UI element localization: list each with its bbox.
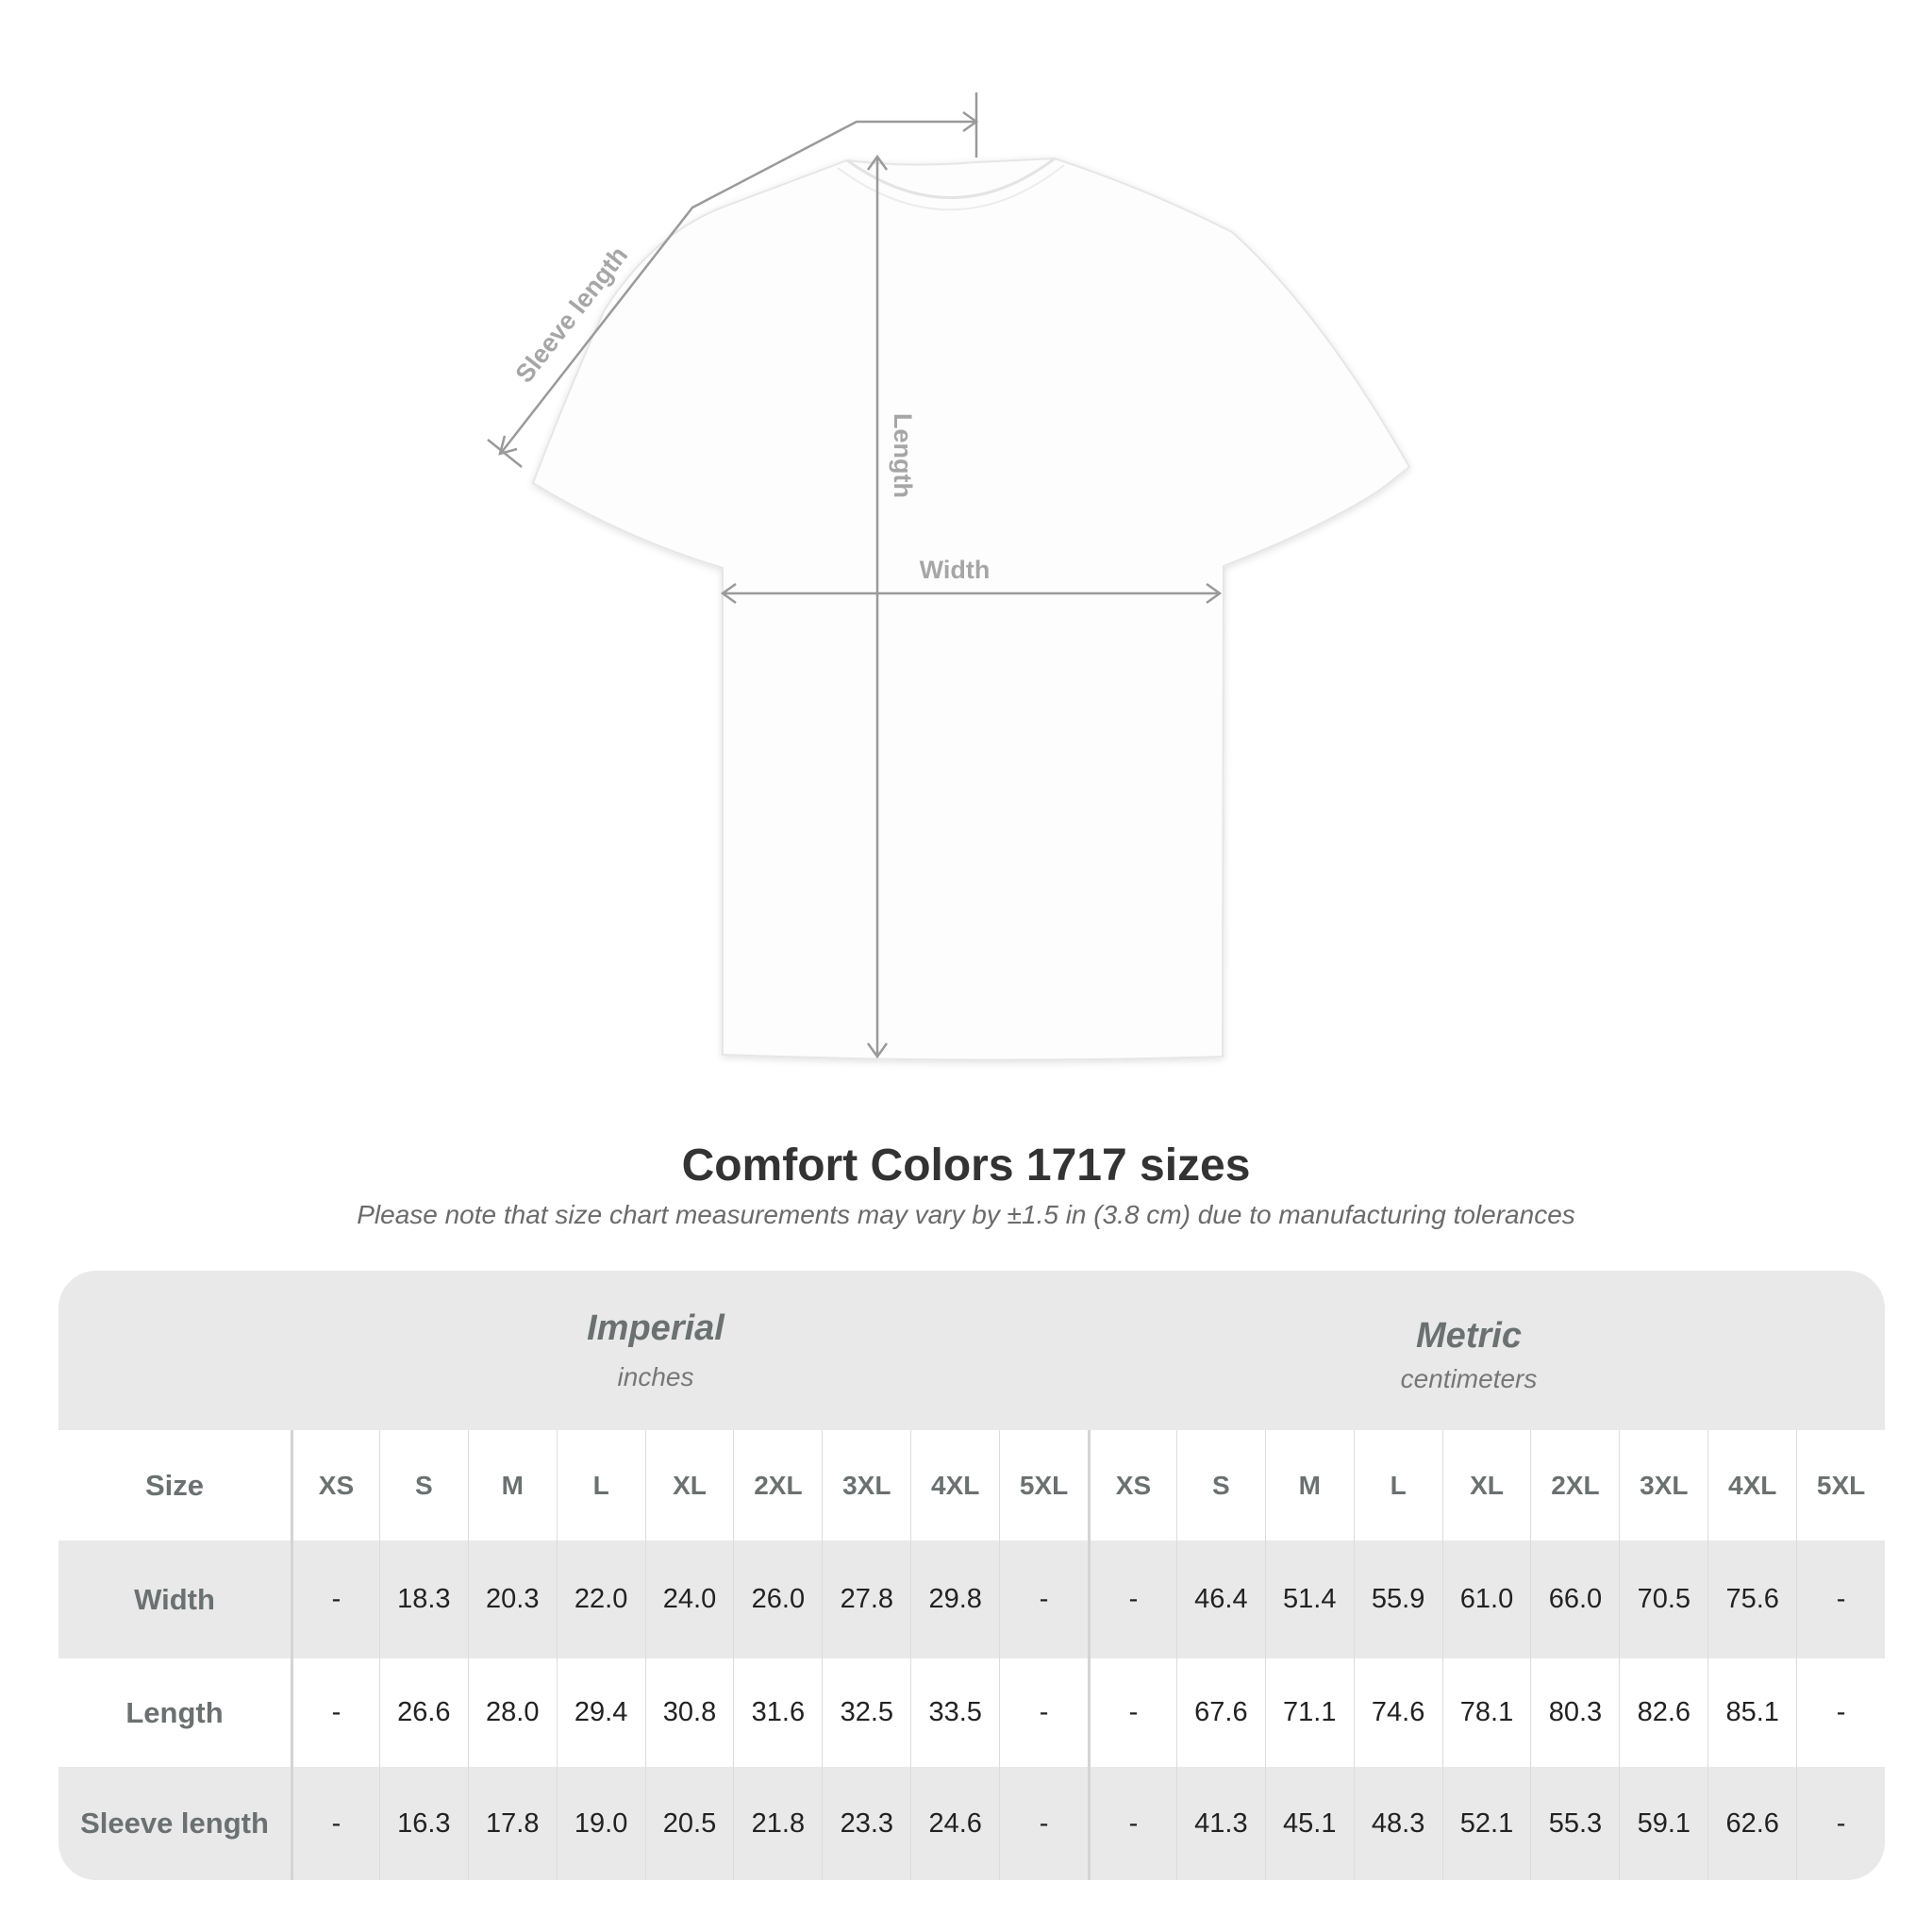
- value-cell-imperial: 16.3: [378, 1767, 468, 1880]
- value-cell-metric: 74.6: [1353, 1658, 1442, 1767]
- metric-title: Metric: [1416, 1316, 1522, 1356]
- size-header-metric: XS: [1088, 1430, 1176, 1541]
- value-cell-imperial: -: [999, 1658, 1088, 1767]
- value-cell-metric: 41.3: [1175, 1767, 1265, 1880]
- size-header-metric: M: [1264, 1430, 1354, 1541]
- value-cell-metric: 55.9: [1353, 1541, 1442, 1658]
- value-cell-metric: 85.1: [1707, 1658, 1796, 1767]
- size-header-row: Size XS S M L XL 2XL 3XL 4XL 5XL XS S M L XL 2XL 3XL 4XL 5…: [58, 1430, 1885, 1541]
- imperial-title: Imperial: [587, 1308, 724, 1348]
- size-table: Imperial inches Metric centimeters Size X…: [58, 1271, 1885, 1880]
- value-cell-metric: 48.3: [1353, 1767, 1442, 1880]
- value-cell-metric: -: [1088, 1767, 1176, 1880]
- size-header-metric: S: [1175, 1430, 1265, 1541]
- row-label: Width: [134, 1582, 215, 1616]
- value-cell-imperial: -: [999, 1541, 1088, 1658]
- size-header-imperial: M: [467, 1430, 557, 1541]
- value-cell-imperial: 29.8: [910, 1541, 999, 1658]
- value-cell-imperial: -: [999, 1767, 1088, 1880]
- value-cell-metric: 66.0: [1530, 1541, 1619, 1658]
- value-cell-imperial: 20.5: [644, 1767, 734, 1880]
- value-cell-imperial: 26.0: [733, 1541, 822, 1658]
- value-cell-metric: -: [1088, 1658, 1176, 1767]
- value-cell-imperial: -: [291, 1658, 379, 1767]
- table-row: Width -18.3 20.3 22.0 24.0 26.0 27.8 29.8- -46.4…: [58, 1541, 1885, 1658]
- value-cell-metric: 55.3: [1530, 1767, 1619, 1880]
- value-cell-metric: 46.4: [1175, 1541, 1265, 1658]
- size-header-imperial: 4XL: [910, 1430, 999, 1541]
- value-cell-imperial: 32.5: [822, 1658, 910, 1767]
- value-cell-imperial: -: [291, 1541, 379, 1658]
- value-cell-imperial: 23.3: [822, 1767, 910, 1880]
- length-label: Length: [889, 413, 917, 498]
- row-label: Sleeve length: [80, 1807, 269, 1840]
- tshirt-diagram: Sleeve length Length Width: [487, 92, 1411, 1061]
- value-cell-metric: 62.6: [1707, 1767, 1796, 1880]
- value-cell-metric: -: [1088, 1541, 1176, 1658]
- value-cell-metric: 80.3: [1530, 1658, 1619, 1767]
- value-cell-metric: 61.0: [1441, 1541, 1531, 1658]
- table-row: Length -26.6 28.0 29.4 30.8 31.6 32.5 33.5- -67.…: [58, 1658, 1885, 1767]
- value-cell-imperial: 21.8: [733, 1767, 822, 1880]
- size-header-imperial: S: [378, 1430, 468, 1541]
- size-label: Size: [144, 1468, 205, 1502]
- value-cell-metric: 82.6: [1619, 1658, 1707, 1767]
- tolerance-note: Please note that size chart measurements…: [357, 1200, 1575, 1229]
- size-header-imperial: 3XL: [822, 1430, 910, 1541]
- table-row: Sleeve length -16.3 17.8 19.0 20.5 21.8 23.3 24…: [58, 1767, 1885, 1880]
- size-header-imperial: XS: [291, 1430, 379, 1541]
- table-header-band: [58, 1271, 1885, 1430]
- value-cell-imperial: 33.5: [910, 1658, 999, 1767]
- tshirt-shape: [531, 157, 1411, 1061]
- width-label: Width: [920, 556, 991, 584]
- metric-header: Metric centimeters: [1186, 1316, 1752, 1394]
- value-cell-metric: -: [1796, 1767, 1885, 1880]
- value-cell-metric: -: [1796, 1541, 1885, 1658]
- size-header-imperial: XL: [644, 1430, 734, 1541]
- size-header-imperial: 5XL: [999, 1430, 1088, 1541]
- value-cell-imperial: 24.6: [910, 1767, 999, 1880]
- value-cell-imperial: 30.8: [644, 1658, 734, 1767]
- value-cell-metric: 71.1: [1264, 1658, 1354, 1767]
- value-cell-imperial: 22.0: [556, 1541, 645, 1658]
- imperial-unit: inches: [617, 1362, 694, 1391]
- value-cell-imperial: 24.0: [644, 1541, 734, 1658]
- value-cell-metric: 45.1: [1264, 1767, 1354, 1880]
- value-cell-imperial: 20.3: [467, 1541, 557, 1658]
- imperial-header: Imperial inches: [373, 1308, 939, 1392]
- value-cell-metric: 75.6: [1707, 1541, 1796, 1658]
- value-cell-imperial: 29.4: [556, 1658, 645, 1767]
- value-cell-imperial: 31.6: [733, 1658, 822, 1767]
- value-cell-imperial: -: [291, 1767, 379, 1880]
- value-cell-metric: 67.6: [1175, 1658, 1265, 1767]
- value-cell-metric: 70.5: [1619, 1541, 1707, 1658]
- size-header-metric: 4XL: [1707, 1430, 1796, 1541]
- value-cell-imperial: 17.8: [467, 1767, 557, 1880]
- value-cell-imperial: 19.0: [556, 1767, 645, 1880]
- size-header-metric: 5XL: [1796, 1430, 1885, 1541]
- row-label: Length: [125, 1695, 224, 1729]
- value-cell-metric: -: [1796, 1658, 1885, 1767]
- size-header-metric: 3XL: [1619, 1430, 1707, 1541]
- page-title: Comfort Colors 1717 sizes: [681, 1141, 1251, 1191]
- size-header-imperial: L: [556, 1430, 645, 1541]
- metric-unit: centimeters: [1400, 1364, 1538, 1393]
- value-cell-metric: 51.4: [1264, 1541, 1354, 1658]
- value-cell-imperial: 27.8: [822, 1541, 910, 1658]
- size-header-metric: XL: [1441, 1430, 1531, 1541]
- value-cell-imperial: 26.6: [378, 1658, 468, 1767]
- sleeve-line: [501, 120, 974, 453]
- size-header-metric: L: [1353, 1430, 1442, 1541]
- size-header-imperial: 2XL: [733, 1430, 822, 1541]
- value-cell-imperial: 18.3: [378, 1541, 468, 1658]
- size-header-metric: 2XL: [1530, 1430, 1619, 1541]
- value-cell-metric: 59.1: [1619, 1767, 1707, 1880]
- value-cell-metric: 78.1: [1441, 1658, 1531, 1767]
- value-cell-imperial: 28.0: [467, 1658, 557, 1767]
- value-cell-metric: 52.1: [1441, 1767, 1531, 1880]
